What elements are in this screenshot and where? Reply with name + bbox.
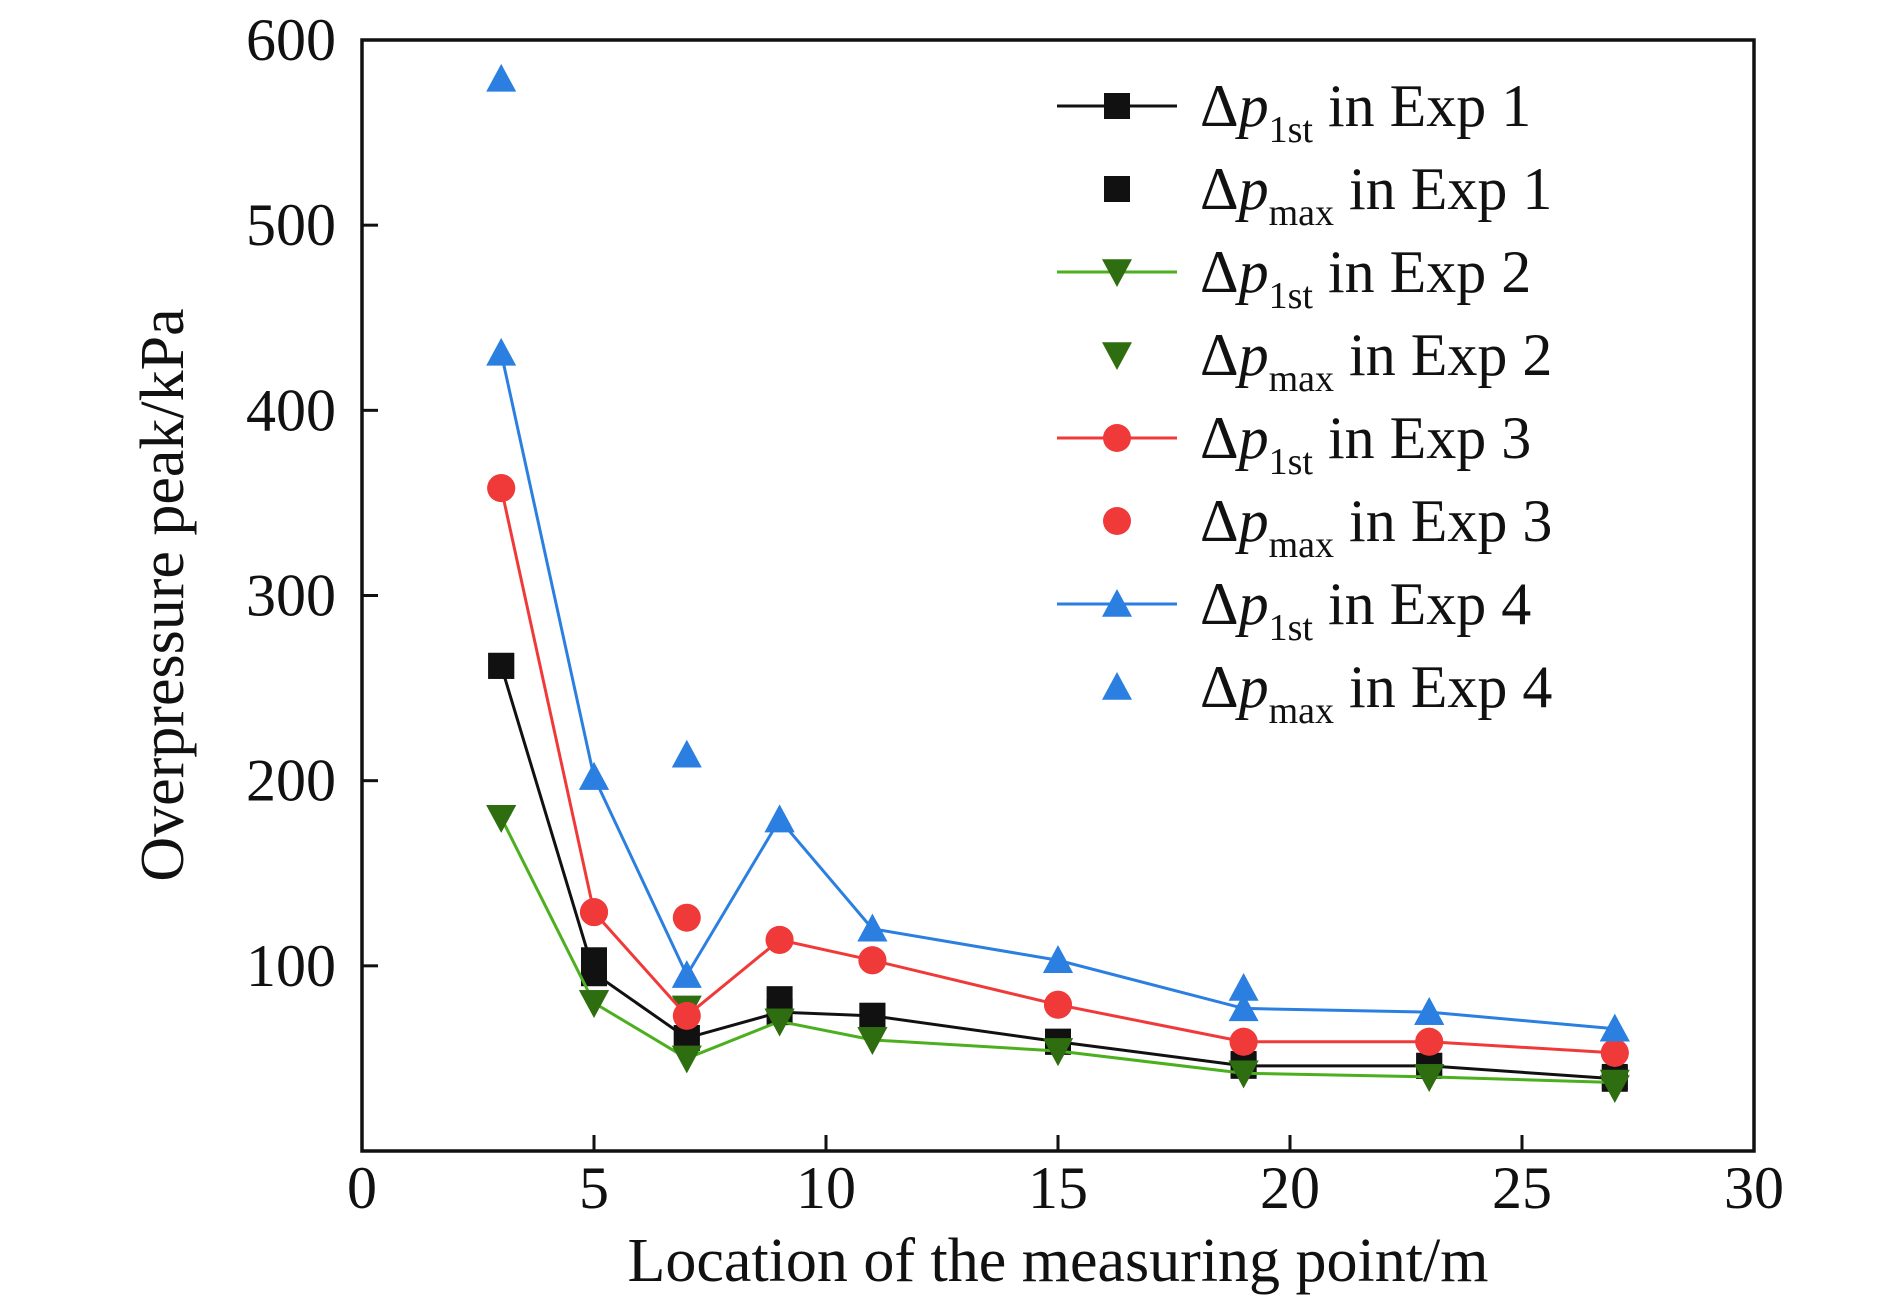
data-point <box>1044 990 1072 1019</box>
legend-marker <box>1103 424 1131 452</box>
data-point <box>1043 945 1073 974</box>
marks-layer <box>486 63 1630 1104</box>
data-point <box>858 946 887 975</box>
data-point <box>764 1008 795 1037</box>
data-point <box>1600 1038 1629 1067</box>
ticks-layer: 0 5 10 15 20 25 30 100 200 300 400 500 600 <box>246 7 1784 1221</box>
legend-item: Δp1st in Exp 3 <box>1057 405 1531 483</box>
data-point <box>765 925 794 954</box>
legend-label: Δpmax in Exp 1 <box>1200 156 1552 234</box>
legend-item: Δpmax in Exp 4 <box>1102 654 1552 732</box>
legend-label: Δp1st in Exp 4 <box>1200 571 1531 649</box>
data-point <box>580 898 608 927</box>
y-tick-label: 100 <box>246 933 336 999</box>
x-tick-label: 20 <box>1260 1155 1320 1221</box>
x-tick-label: 15 <box>1028 1155 1088 1221</box>
data-point <box>857 913 888 942</box>
data-point <box>1599 1013 1630 1042</box>
legend-label: Δp1st in Exp 2 <box>1200 239 1531 317</box>
y-tick-label: 400 <box>246 377 336 443</box>
legend-marker <box>1102 342 1132 370</box>
data-point <box>766 986 793 1013</box>
legend-item: Δp1st in Exp 2 <box>1057 239 1531 317</box>
data-point <box>1043 1038 1073 1067</box>
data-point <box>1414 1064 1445 1092</box>
series-4 <box>486 804 1630 1104</box>
data-point <box>488 652 515 679</box>
x-tick-label: 30 <box>1724 1155 1784 1221</box>
x-tick-label: 25 <box>1492 1155 1552 1221</box>
data-point <box>487 474 516 503</box>
y-tick-label: 600 <box>246 7 336 73</box>
data-point <box>486 337 517 366</box>
data-point <box>671 960 702 988</box>
data-point <box>579 990 609 1018</box>
x-tick-label: 0 <box>347 1155 377 1221</box>
data-point <box>672 903 701 932</box>
series-8 <box>486 63 1630 1042</box>
data-point <box>857 1027 888 1055</box>
data-point <box>1228 993 1259 1022</box>
data-point <box>672 1001 701 1030</box>
legend-item: Δp1st in Exp 1 <box>1057 73 1531 151</box>
y-tick-label: 300 <box>246 563 336 629</box>
legend-label: Δp1st in Exp 1 <box>1200 73 1531 151</box>
data-point <box>1599 1075 1630 1104</box>
data-point <box>1415 1027 1444 1056</box>
legend-marker <box>1104 93 1130 119</box>
legend-label: Δpmax in Exp 2 <box>1200 322 1552 400</box>
y-axis-label: Overpressure peak/kPa <box>129 308 197 881</box>
x-axis-label: Location of the measuring point/m <box>628 1227 1489 1295</box>
data-point <box>581 947 607 974</box>
legend-item: Δp1st in Exp 4 <box>1057 571 1531 649</box>
data-point <box>1228 1060 1259 1089</box>
data-point <box>671 1045 702 1074</box>
x-tick-label: 5 <box>579 1155 609 1221</box>
y-tick-label: 500 <box>246 192 336 258</box>
legend-item: Δpmax in Exp 1 <box>1104 156 1552 234</box>
legend-marker <box>1103 507 1131 535</box>
data-point <box>671 739 702 768</box>
series-6 <box>487 474 1629 1067</box>
data-point <box>579 761 609 790</box>
data-point <box>764 804 795 833</box>
data-point <box>486 804 517 833</box>
data-point <box>486 63 517 92</box>
legend-marker <box>1104 176 1130 202</box>
data-point <box>859 1002 886 1029</box>
data-point <box>1229 1027 1258 1056</box>
legend-label: Δpmax in Exp 4 <box>1200 654 1552 732</box>
legend-label: Δpmax in Exp 3 <box>1200 488 1552 566</box>
x-tick-label: 10 <box>796 1155 856 1221</box>
series-5 <box>487 474 1629 1067</box>
legend-item: Δpmax in Exp 2 <box>1102 322 1552 400</box>
legend-marker <box>1102 259 1132 287</box>
legend-marker <box>1102 589 1132 617</box>
legend-marker <box>1102 672 1132 700</box>
y-tick-label: 200 <box>246 748 336 814</box>
data-point <box>1228 973 1259 1001</box>
data-point <box>1414 997 1445 1025</box>
legend-item: Δpmax in Exp 3 <box>1103 488 1552 566</box>
legend-label: Δp1st in Exp 3 <box>1200 405 1531 483</box>
